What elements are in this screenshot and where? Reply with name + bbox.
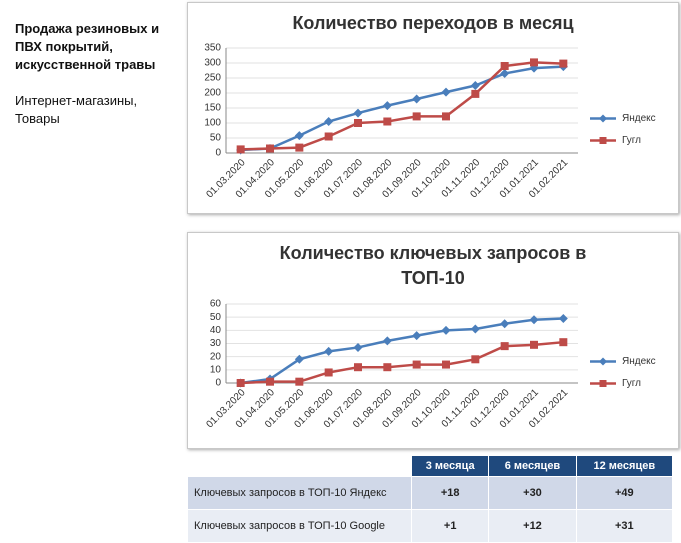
point bbox=[412, 112, 421, 121]
chart-svg: 010203040506001.03.202001.04.202001.05.2… bbox=[204, 299, 656, 431]
point bbox=[295, 143, 304, 152]
point bbox=[382, 101, 392, 111]
y-tick-label: 50 bbox=[210, 312, 222, 323]
legend-label: Яндекс bbox=[622, 356, 656, 367]
chart: Количество ключевых запросов в ТОП-10 0 1… bbox=[187, 232, 679, 449]
legend-marker bbox=[599, 357, 607, 366]
header-cell: 12 месяцев bbox=[575, 455, 674, 477]
y-tick-label: 100 bbox=[204, 118, 221, 129]
y-tick-label: 250 bbox=[204, 73, 221, 84]
point bbox=[441, 87, 451, 97]
point bbox=[295, 377, 304, 386]
point bbox=[559, 59, 568, 68]
point bbox=[294, 354, 304, 364]
chart-title: Количество переходов в месяц bbox=[292, 13, 574, 33]
series-line bbox=[240, 317, 564, 385]
y-tick-label: 10 bbox=[210, 364, 222, 375]
point bbox=[500, 342, 509, 351]
y-tick-label: 0 bbox=[215, 148, 221, 159]
cell: +31 bbox=[575, 509, 674, 543]
cell: Ключевых запросов в ТОП-10 Яндекс bbox=[187, 476, 412, 510]
cell: +1 bbox=[410, 509, 490, 543]
point bbox=[470, 324, 480, 334]
point bbox=[500, 62, 509, 70]
point bbox=[324, 117, 334, 126]
point bbox=[441, 325, 451, 335]
point bbox=[558, 313, 568, 323]
point bbox=[471, 355, 480, 364]
point bbox=[383, 117, 392, 126]
point bbox=[354, 363, 362, 372]
y-tick-label: 50 bbox=[210, 133, 222, 144]
y-tick-label: 30 bbox=[210, 338, 222, 349]
point bbox=[412, 360, 421, 369]
point bbox=[266, 144, 274, 153]
header-cell: 6 месяцев bbox=[488, 455, 577, 477]
header-cell: 3 месяца bbox=[410, 455, 490, 477]
legend-label: Яндекс bbox=[622, 113, 656, 124]
point bbox=[382, 336, 392, 346]
legend-label: Гугл bbox=[622, 135, 641, 146]
cell: +12 bbox=[488, 509, 577, 543]
point bbox=[412, 331, 422, 341]
y-tick-label: 350 bbox=[204, 43, 221, 54]
chart-svg: 05010015020025030035001.03.202001.04.202… bbox=[204, 43, 656, 201]
y-tick-label: 150 bbox=[204, 103, 221, 114]
point bbox=[353, 108, 363, 118]
summary-table: 3 месяца 6 месяцев 12 месяцев Ключевых з… bbox=[187, 455, 674, 543]
y-tick-label: 60 bbox=[210, 299, 222, 310]
point bbox=[470, 81, 480, 90]
series-line bbox=[240, 61, 564, 151]
point bbox=[353, 342, 363, 352]
y-tick-label: 0 bbox=[215, 378, 221, 389]
legend-marker bbox=[599, 380, 607, 387]
y-tick-label: 40 bbox=[210, 325, 222, 336]
y-tick-label: 300 bbox=[204, 58, 221, 69]
y-tick-label: 20 bbox=[210, 351, 222, 362]
header-row: 3 месяца 6 месяцев 12 месяцев bbox=[187, 455, 674, 477]
point bbox=[412, 94, 422, 104]
point bbox=[442, 112, 450, 121]
point bbox=[442, 360, 450, 369]
legend-marker bbox=[599, 137, 607, 144]
point bbox=[500, 319, 510, 329]
point bbox=[324, 346, 334, 356]
point bbox=[324, 368, 333, 377]
point bbox=[529, 315, 539, 325]
sidebar-text: Интернет-магазины, Товары bbox=[15, 93, 138, 126]
chart-title: Количество ключевых запросов в ТОП-10 bbox=[279, 243, 587, 288]
row: Ключевых запросов в ТОП-10 Google +1 +12… bbox=[187, 509, 674, 543]
legend-label: Гугл bbox=[622, 378, 641, 389]
series-line bbox=[240, 65, 564, 152]
point bbox=[324, 132, 333, 141]
legend-marker bbox=[599, 114, 607, 123]
point bbox=[266, 377, 274, 386]
cell: +18 bbox=[410, 476, 490, 510]
cell: Ключевых запросов в ТОП-10 Google bbox=[187, 509, 412, 543]
point bbox=[500, 69, 510, 78]
point bbox=[383, 363, 392, 372]
header-cell bbox=[187, 455, 412, 477]
chart: Количество переходов в месяц 0 50 100 150 20… bbox=[187, 2, 679, 214]
point bbox=[559, 338, 568, 347]
point bbox=[236, 379, 245, 387]
point bbox=[530, 340, 538, 349]
cell: +49 bbox=[575, 476, 674, 510]
row: Ключевых запросов в ТОП-10 Яндекс +18 +3… bbox=[187, 476, 674, 510]
point bbox=[236, 145, 245, 154]
point bbox=[471, 89, 480, 98]
point bbox=[294, 131, 304, 141]
cell: +30 bbox=[488, 476, 577, 510]
heading: Продажа резиновых и ПВХ покрытий, искусс… bbox=[15, 21, 160, 72]
series-line bbox=[240, 340, 564, 385]
y-tick-label: 200 bbox=[204, 88, 221, 99]
point bbox=[354, 119, 362, 127]
point bbox=[530, 58, 538, 67]
